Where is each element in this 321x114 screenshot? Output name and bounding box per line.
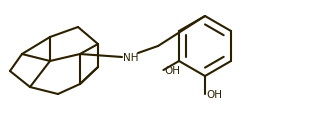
Text: NH: NH <box>123 53 138 62</box>
Text: OH: OH <box>164 65 180 75</box>
Text: OH: OH <box>206 89 222 99</box>
